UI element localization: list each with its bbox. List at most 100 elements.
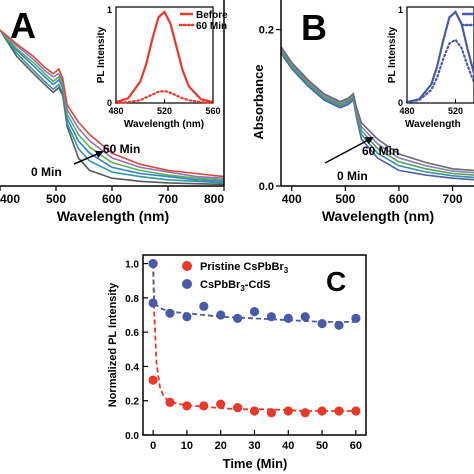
panel-a-xtick-label-4: 800: [204, 192, 224, 206]
panel-a-spectrum-2: [0, 29, 225, 183]
panel-c-point-0-9: [283, 406, 293, 416]
panel-c-point-1-2: [165, 308, 175, 318]
panel-a-spectrum-4: [0, 29, 225, 179]
panel-b-ticks: 400 500 600 700 0.0 0.2: [259, 25, 463, 206]
panel-c-point-0-7: [249, 406, 260, 416]
panel-a-inset-xtick-label-2: 560: [205, 106, 220, 116]
panel-c-point-1-6: [233, 313, 243, 323]
panel-c-xtick-label-5: 50: [316, 440, 328, 452]
panel-b-arrow: [324, 137, 374, 164]
panel-c-point-1-1: [148, 298, 158, 308]
panel-c-point-1-10: [300, 312, 310, 322]
panel-c-ytick-label-0: 0.0: [125, 431, 139, 442]
panel-a-xtick-label-2: 600: [102, 192, 122, 206]
panel-b-inset-curve-0: [406, 10, 474, 104]
panel-a-xtick-label-1: 500: [46, 192, 66, 206]
legend-cds-label: CsPbBr3-CdS: [200, 279, 270, 293]
panel-b-xtick-label-3: 700: [443, 192, 463, 206]
panel-b-ylabel: Absorbance: [251, 64, 266, 139]
panel-b-curves: [280, 46, 474, 181]
panel-c-point-0-8: [266, 408, 276, 418]
panel-a-inset-xtick-label-0: 480: [108, 106, 123, 116]
panel-c-ytick-label-2: 0.4: [125, 362, 139, 373]
panel-a-inset-xtick-label-1: 520: [157, 106, 172, 116]
panel-c-point-1-11: [317, 319, 327, 329]
panel-c-point-1-5: [216, 310, 226, 320]
panel-c-legend: Pristine CsPbBr3 CsPbBr3-CdS: [182, 261, 289, 293]
panel-b-inset-xlabel: Wavelength: [405, 119, 461, 130]
panel-b-xtick-label-2: 600: [389, 192, 409, 206]
panel-a-spectrum-3: [0, 29, 225, 181]
panel-a-inset-curve-0: [115, 10, 214, 104]
panel-c-xtick-label-0: 0: [150, 440, 156, 452]
panel-b-annotation-end: 60 Min: [362, 144, 399, 158]
panel-c-point-1-12: [334, 320, 344, 330]
panel-c-xtick-label-6: 60: [350, 440, 362, 452]
panel-b-xlabel: Wavelength (nm): [322, 208, 434, 224]
panel-c-point-0-12: [334, 406, 344, 416]
panel-a-inset-xlabel: Wavelength (nm): [124, 119, 204, 130]
panel-b-inset-ytick-label-1: 1: [398, 5, 403, 15]
panel-a-x-ticks: 400 500 600 700 800: [0, 186, 225, 206]
panel-b-inset-xtick-label-1: 520: [448, 106, 463, 116]
panel-c-point-1-9: [283, 313, 293, 323]
panel-b-inset-ticks: 480 520 0 1: [398, 5, 463, 116]
legend-cds-marker: [182, 279, 192, 289]
legend-pristine-label: Pristine CsPbBr3: [200, 261, 289, 275]
panel-b-inset-ytick-label-0: 0: [398, 98, 403, 108]
panel-a-inset-curve-1: [114, 89, 215, 105]
panel-c-point-0-5: [216, 399, 226, 409]
panel-c-xlabel: Time (Min): [223, 456, 288, 471]
panel-c-point-1-13: [351, 313, 361, 323]
panel-a-inset-ytick-label-1: 1: [107, 5, 112, 15]
panel-c-point-1-4: [199, 301, 209, 311]
panel-a-inset-ylabel: PL Intensity: [96, 26, 107, 83]
panel-c-point-0-11: [317, 406, 327, 416]
panel-a-legend-60min: 60 Min: [196, 21, 227, 32]
panel-b-annotation-start: 0 Min: [337, 169, 368, 183]
panel-b-inset: 480 520 0 1 PL Intensity Wavelength: [387, 5, 474, 130]
panel-c-ticks: 0 10 20 30 40 50 60 0.0 0.2 0.4 0.6 0.8 1.0: [125, 260, 362, 452]
panel-b-xtick-label-0: 400: [282, 192, 302, 206]
panel-c-xtick-label-4: 40: [282, 440, 294, 452]
panel-a-spectrum-0: [0, 29, 225, 186]
panel-a-inset-ticks: 480 520 560 0 1: [107, 5, 221, 116]
panel-c-point-0-10: [300, 408, 310, 418]
panel-c-point-1-8: [266, 312, 276, 322]
panel-c-point-0-4: [199, 401, 209, 411]
panel-c-ytick-label-3: 0.6: [125, 328, 139, 339]
panel-a-xlabel: Wavelength (nm): [57, 208, 169, 224]
panel-b-spectrum-4: [280, 46, 474, 172]
panel-c-point-0-2: [165, 397, 175, 407]
panel-c-xtick-label-3: 30: [248, 440, 260, 452]
panel-a-arrow: [73, 150, 104, 165]
panel-a-annotation-start: 0 Min: [31, 165, 62, 179]
panel-c-ytick-label-4: 0.8: [125, 294, 139, 305]
panel-a-annotation-end: 60 Min: [103, 142, 140, 156]
panel-a-curves: [0, 29, 225, 186]
panel-b-inset-curves: [405, 10, 474, 104]
panel-c-point-1-3: [182, 312, 192, 322]
panel-b-inset-curve-1: [405, 38, 474, 104]
panel-b-inset-ylabel: PL Intensity: [387, 26, 398, 83]
panel-c-ytick-label-1: 0.2: [125, 397, 139, 408]
panel-a-label: A: [10, 5, 36, 46]
panel-b-inset-xtick-label-0: 480: [399, 106, 414, 116]
panel-a-xtick-label-0: 400: [0, 192, 20, 206]
panel-c: 0 10 20 30 40 50 60 0.0 0.2 0.4 0.6 0.8 1.0 Time (Mi…: [107, 254, 367, 471]
panel-c-xtick-label-1: 10: [181, 440, 193, 452]
panel-c-point-0-6: [233, 403, 243, 413]
panel-c-ylabel: Normalized PL Intensity: [107, 282, 119, 407]
panel-a-inset: 480 520 560 0 1 PL Intensity Wavelength (nm)…: [96, 5, 228, 130]
panel-c-point-0-3: [182, 401, 192, 411]
panel-c-point-0-13: [351, 406, 361, 416]
panel-c-series: [148, 259, 361, 418]
panel-b-ytick-label-1: 0.2: [259, 25, 274, 37]
panel-c-point-1-7: [249, 307, 260, 317]
panel-c-point-1-0: [148, 259, 158, 269]
panel-a-spectrum-1: [0, 29, 225, 184]
panel-a: 400 500 600 700 800 Wavelength (nm) A 0 Min …: [0, 0, 228, 224]
panel-b-ytick-label-0: 0.0: [259, 181, 274, 193]
panel-c-ytick-label-5: 1.0: [125, 260, 139, 271]
